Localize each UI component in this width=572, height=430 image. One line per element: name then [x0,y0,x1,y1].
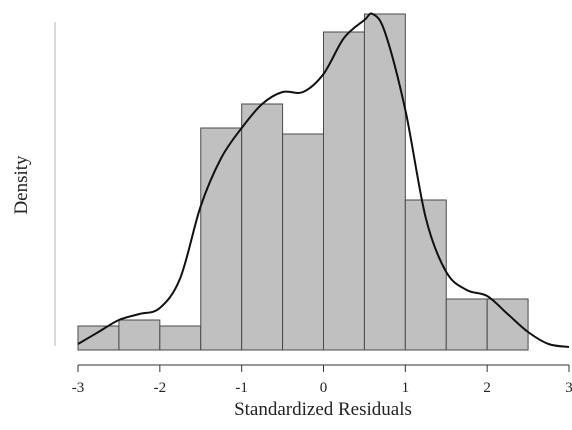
x-tick-label: -2 [154,380,167,396]
density-curve [77,12,570,348]
x-tick-label: -3 [72,380,85,396]
histogram-bar [200,127,243,351]
histogram-bar [282,133,325,351]
histogram-bar [323,31,365,351]
x-tick-label: 3 [565,380,572,396]
histogram-bar [445,298,488,351]
x-tick-label: 0 [320,380,328,396]
histogram-bar [118,319,161,351]
histogram-bars [77,13,529,351]
histogram-bar [159,325,202,351]
x-axis: -3 -2 -1 0 1 2 3 [72,364,572,396]
histogram-bar [77,325,120,351]
x-axis-title: Standardized Residuals [234,399,412,420]
histogram-bar [486,298,529,351]
histogram-bar [241,103,284,351]
x-tick-label: 2 [483,380,491,396]
x-tick-label: -1 [235,380,248,396]
x-tick-label: 1 [402,380,410,396]
y-axis-title: Density [11,155,32,215]
histogram-bar [363,13,406,351]
histogram-bar [404,199,447,351]
